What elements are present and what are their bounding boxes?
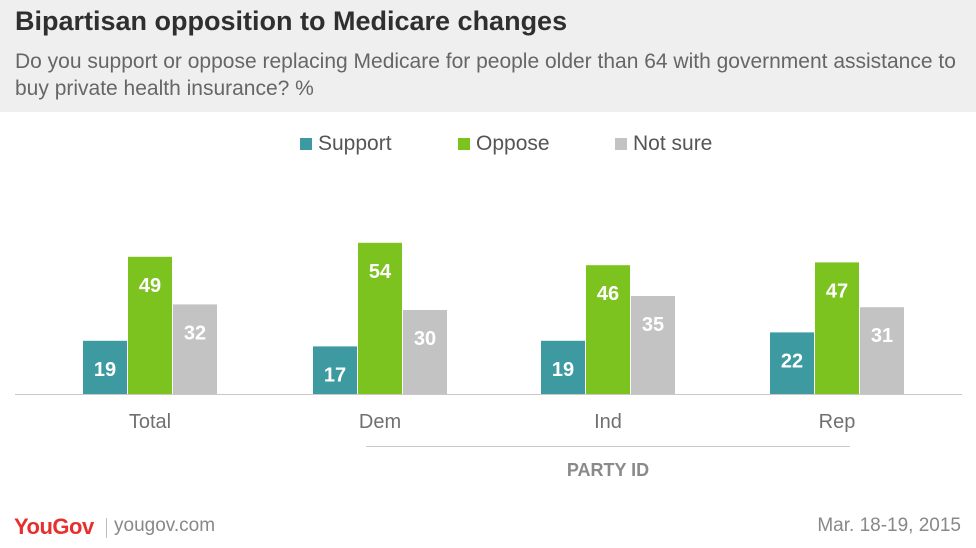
- bar-oppose-ind: [586, 265, 630, 394]
- category-label-total: Total: [129, 411, 171, 433]
- data-label-support-dem: 17: [324, 364, 346, 386]
- survey-date: Mar. 18-19, 2015: [817, 515, 961, 536]
- category-label-ind: Ind: [594, 411, 622, 433]
- bar-oppose-total: [128, 256, 172, 394]
- data-label-support-rep: 22: [781, 350, 803, 372]
- party-id-label: PARTY ID: [567, 460, 649, 480]
- bar-support-rep: [770, 332, 814, 394]
- chart-title: Bipartisan opposition to Medicare change…: [15, 6, 568, 36]
- bar-oppose-dem: [358, 242, 402, 394]
- legend-label-support: Support: [318, 132, 392, 155]
- data-label-not-sure-ind: 35: [642, 314, 664, 336]
- data-label-oppose-total: 49: [139, 275, 161, 297]
- legend-label-not-sure: Not sure: [633, 132, 713, 155]
- bar-not-sure-rep: [860, 307, 904, 394]
- legend-swatch-not-sure: [615, 138, 627, 150]
- header-band: Bipartisan opposition to Medicare change…: [0, 0, 976, 112]
- data-label-oppose-rep: 47: [826, 280, 848, 302]
- footer-url[interactable]: yougov.com: [114, 515, 216, 536]
- legend-item-support: Support: [300, 132, 392, 156]
- bar-support-ind: [541, 340, 585, 394]
- bar-support-total: [83, 340, 127, 394]
- chart-subtitle: Do you support or oppose replacing Medic…: [15, 50, 956, 100]
- data-label-oppose-ind: 46: [597, 283, 619, 305]
- category-label-dem: Dem: [359, 411, 401, 433]
- legend: Support Oppose Not sure: [0, 132, 976, 160]
- data-label-oppose-dem: 54: [369, 261, 392, 283]
- legend-label-oppose: Oppose: [476, 132, 550, 155]
- data-label-not-sure-dem: 30: [414, 328, 436, 350]
- legend-item-oppose: Oppose: [458, 132, 550, 156]
- yougov-logo: YouGov: [14, 514, 94, 539]
- data-label-support-total: 19: [94, 359, 116, 381]
- bar-support-dem: [313, 346, 357, 394]
- bar-not-sure-dem: [403, 310, 447, 394]
- footer-divider: [106, 518, 107, 538]
- data-label-not-sure-total: 32: [184, 322, 206, 344]
- bar-not-sure-total: [173, 304, 217, 394]
- data-label-support-ind: 19: [552, 359, 574, 381]
- legend-swatch-oppose: [458, 138, 470, 150]
- data-label-not-sure-rep: 31: [871, 325, 893, 347]
- bar-not-sure-ind: [631, 296, 675, 394]
- legend-item-not-sure: Not sure: [615, 132, 712, 156]
- category-label-rep: Rep: [819, 411, 856, 433]
- bar-oppose-rep: [815, 262, 859, 394]
- legend-swatch-support: [300, 138, 312, 150]
